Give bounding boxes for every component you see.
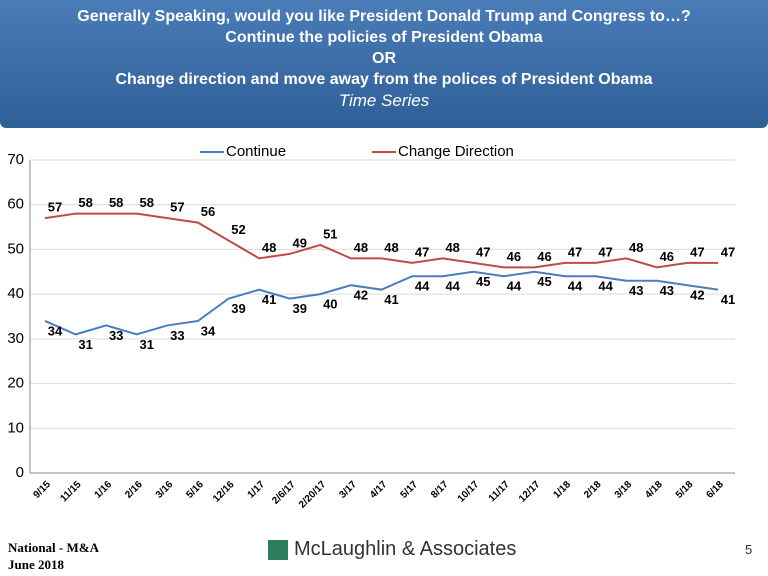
data-label: 43 [660,283,674,298]
data-label: 49 [292,235,306,250]
y-tick-label: 60 [7,196,24,213]
x-tick-label: 3/16 [154,479,176,501]
x-tick-label: 11/17 [487,479,512,504]
data-label: 58 [109,195,123,210]
series-line [44,212,718,269]
x-tick-label: 5/17 [399,479,421,501]
x-tick-label: 6/18 [704,479,726,501]
x-tick-label: 3/18 [613,479,635,501]
data-label: 48 [354,240,368,255]
legend-label: Continue [226,143,286,160]
data-label: 44 [598,279,613,294]
x-tick-label: 12/16 [211,479,237,505]
data-label: 42 [690,288,704,303]
x-tick-label: 4/17 [368,479,390,501]
data-label: 45 [476,274,490,289]
logo: McLaughlin & Associates [268,538,516,561]
x-tick-label: 1/17 [246,479,268,501]
data-label: 44 [445,279,460,294]
y-tick-label: 10 [7,419,24,436]
data-label: 41 [262,292,276,307]
data-label: 42 [354,288,368,303]
data-label: 48 [384,240,398,255]
title-line: Generally Speaking, would you like Presi… [77,8,691,25]
footer-text: June 2018 [8,557,64,572]
data-label: 44 [568,279,583,294]
x-tick-label: 2/6/17 [270,479,298,507]
data-label: 39 [292,301,306,316]
data-label: 40 [323,297,337,312]
logo-text: McLaughlin & Associates [294,538,517,560]
data-label: 58 [78,195,92,210]
x-tick-label: 4/18 [643,479,665,501]
data-label: 31 [140,337,154,352]
data-label: 48 [262,240,276,255]
y-tick-label: 0 [16,464,24,481]
data-label: 45 [537,274,551,289]
y-tick-label: 40 [7,285,24,302]
footer-text: National - M&A [8,540,99,555]
data-label: 48 [629,240,643,255]
data-label: 41 [384,292,398,307]
data-label: 46 [507,249,521,264]
y-tick-label: 50 [7,240,24,257]
data-label: 44 [507,279,522,294]
data-label: 47 [415,244,429,259]
data-label: 56 [201,204,215,219]
data-label: 47 [690,244,704,259]
data-label: 34 [201,323,216,338]
series-line [44,270,719,336]
x-tick-label: 2/20/17 [297,479,329,511]
title-banner: Generally Speaking, would you like Presi… [0,0,768,128]
title-line: Continue the policies of President Obama [225,29,543,46]
data-label: 51 [323,226,337,241]
logo-mark [268,539,288,560]
data-label: 33 [170,328,184,343]
page-number: 5 [745,542,753,557]
x-tick-label: 8/17 [429,479,451,501]
x-tick-label: 3/17 [337,479,359,501]
x-tick-label: 5/16 [184,479,206,501]
data-label: 47 [476,244,490,259]
data-label: 47 [721,244,735,259]
y-tick-label: 20 [7,375,24,392]
data-label: 33 [109,328,123,343]
data-label: 46 [537,249,551,264]
y-tick-label: 70 [7,151,24,168]
x-tick-label: 9/15 [31,479,53,501]
x-tick-label: 1/16 [93,479,115,501]
x-tick-label: 2/18 [582,479,604,501]
x-tick-label: 1/18 [551,479,573,501]
data-label: 39 [231,301,245,316]
title-line: OR [372,50,396,67]
x-tick-label: 10/17 [456,479,482,505]
title-line: Change direction and move away from the … [115,71,653,88]
data-label: 47 [598,244,612,259]
data-label: 46 [660,249,674,264]
data-label: 41 [721,292,735,307]
data-label: 58 [140,195,154,210]
data-label: 52 [231,222,245,237]
data-label: 34 [48,323,63,338]
x-tick-label: 5/18 [674,479,696,501]
data-label: 57 [170,200,184,215]
data-label: 31 [78,337,92,352]
x-tick-label: 12/17 [517,479,543,505]
x-tick-label: 11/15 [58,479,83,504]
data-label: 48 [445,240,459,255]
legend-label: Change Direction [398,143,514,160]
data-label: 43 [629,283,643,298]
data-label: 44 [415,279,430,294]
chart: 0 10 20 30 40 50 60 70 9/15 11/15 1/16 2/16 3/16 5/16… [7,143,735,511]
x-tick-label: 2/16 [123,479,145,501]
data-label: 47 [568,244,582,259]
y-tick-label: 30 [7,330,24,347]
subtitle: Time Series [338,91,430,110]
data-label: 57 [48,200,62,215]
